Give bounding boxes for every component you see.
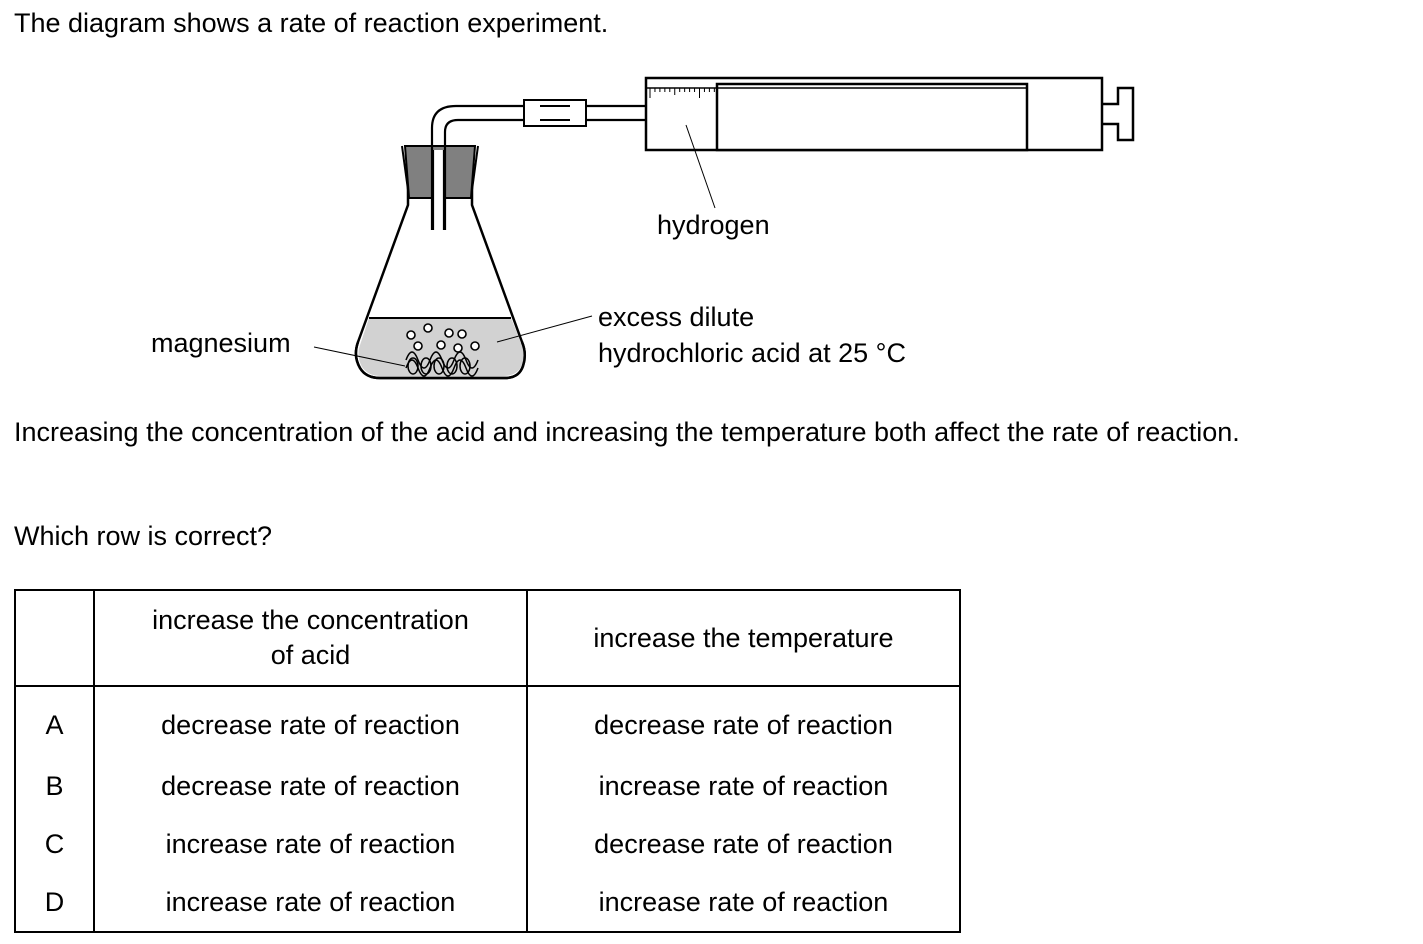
row-letter: A [14, 686, 95, 757]
gas-bubbles [406, 323, 480, 353]
row-letter: C [14, 815, 95, 873]
intro-text: The diagram shows a rate of reaction exp… [14, 8, 609, 38]
row-concentration: increase rate of reaction [93, 873, 528, 933]
row-concentration: decrease rate of reaction [93, 686, 528, 757]
acid-label-line1: excess dilute [598, 302, 754, 332]
table-header-row: increase the concentration of acid incre… [14, 589, 961, 687]
row-temperature: decrease rate of reaction [526, 686, 961, 757]
header-empty-cell [14, 589, 95, 687]
answer-table: increase the concentration of acid incre… [14, 589, 961, 933]
header-temperature: increase the temperature [526, 589, 961, 687]
syringe-plunger [715, 82, 1029, 152]
table-row: D increase rate of reaction increase rat… [14, 873, 961, 933]
magnesium-ribbon [405, 351, 479, 377]
row-letter: D [14, 873, 95, 933]
tube-connector [523, 99, 587, 127]
question-text: Which row is correct? [14, 521, 273, 551]
magnesium-label: magnesium [151, 328, 291, 358]
hydrogen-leader [685, 124, 716, 209]
magnesium-leader [313, 346, 406, 367]
delivery-tube [430, 99, 646, 230]
acid-label-line2: hydrochloric acid at 25 °C [598, 338, 906, 368]
statement-text: Increasing the concentration of the acid… [14, 417, 1240, 447]
row-temperature: increase rate of reaction [526, 873, 961, 933]
table-row: A decrease rate of reaction decrease rat… [14, 686, 961, 757]
table-row: B decrease rate of reaction increase rat… [14, 757, 961, 815]
header-concentration-line1: increase the concentration [152, 605, 469, 635]
row-concentration: increase rate of reaction [93, 815, 528, 873]
acid-leader [496, 315, 593, 343]
header-concentration-line2: of acid [270, 640, 351, 670]
table-row: C increase rate of reaction decrease rat… [14, 815, 961, 873]
apparatus-diagram: hydrogen excess dilute hydrochloric acid… [151, 76, 1135, 380]
header-concentration: increase the concentration of acid [93, 589, 528, 687]
row-letter: B [14, 757, 95, 815]
hydrogen-label: hydrogen [657, 210, 770, 240]
row-temperature: increase rate of reaction [526, 757, 961, 815]
gas-syringe [644, 76, 1135, 152]
row-concentration: decrease rate of reaction [93, 757, 528, 815]
row-temperature: decrease rate of reaction [526, 815, 961, 873]
